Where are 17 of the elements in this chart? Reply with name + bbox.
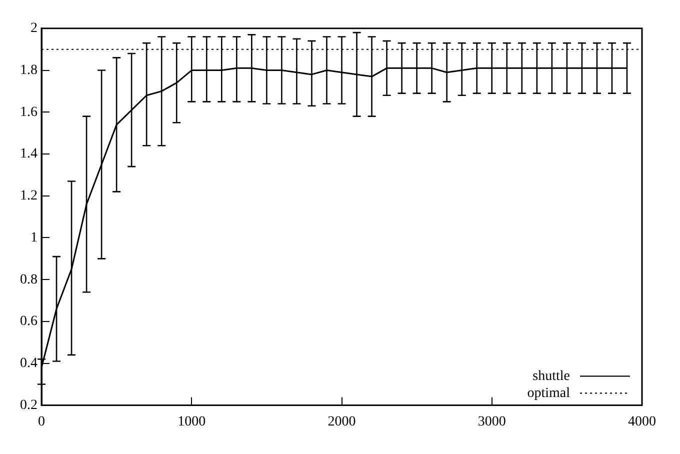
y-tick-label: 0.6 xyxy=(20,314,38,330)
y-tick-label: 1.6 xyxy=(20,104,38,120)
x-tick-label: 3000 xyxy=(478,414,506,430)
legend-label: optimal xyxy=(527,386,570,401)
x-tick-label: 4000 xyxy=(628,414,656,430)
y-tick-label: 2 xyxy=(30,21,38,36)
y-tick-label: 0.2 xyxy=(20,398,38,413)
y-tick-label: 0.8 xyxy=(20,272,38,288)
y-tick-label: 1 xyxy=(30,230,38,246)
y-tick-label: 1.2 xyxy=(20,188,38,204)
legend-label: shuttle xyxy=(532,368,570,384)
x-tick-label: 0 xyxy=(38,414,45,430)
y-tick-label: 1.4 xyxy=(20,146,38,162)
x-tick-label: 2000 xyxy=(328,414,356,430)
x-tick-label: 1000 xyxy=(178,414,206,430)
y-tick-label: 0.4 xyxy=(20,356,38,372)
y-tick-label: 1.8 xyxy=(20,62,38,78)
